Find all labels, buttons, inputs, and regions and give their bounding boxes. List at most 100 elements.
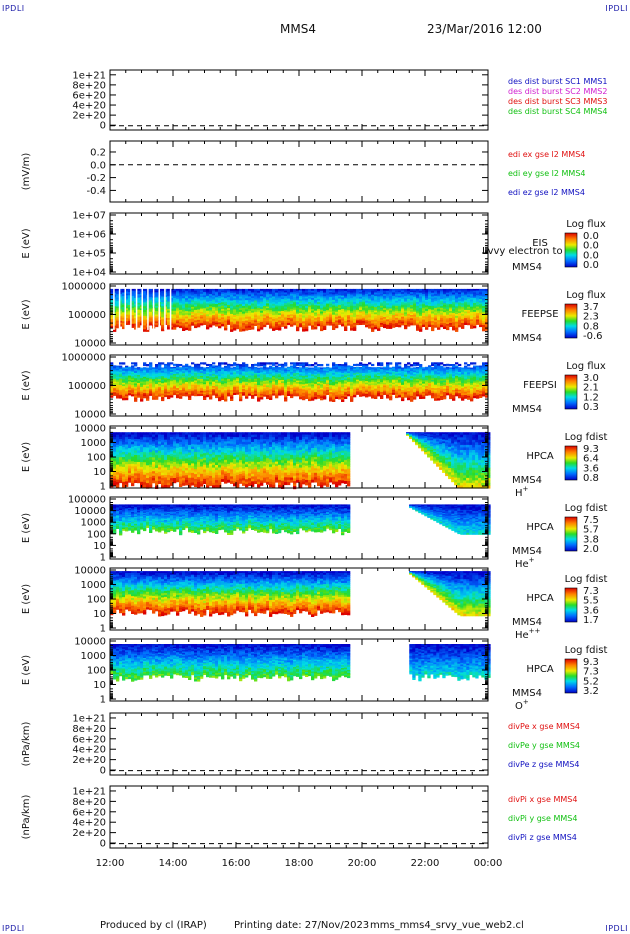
craft-label: MMS4: [512, 617, 542, 628]
y-tick-label: 6e+20: [72, 807, 106, 818]
y-tick-label: 1e+21: [72, 786, 106, 797]
panel-frame-0: [109, 69, 489, 131]
craft-label: MMS4: [512, 333, 542, 344]
colorbar-tick: 2.3: [583, 312, 599, 323]
colorbar-tick: 0.8: [583, 473, 599, 484]
colorbar: [564, 232, 578, 268]
corner-label-top-right: IPDLI: [605, 4, 628, 13]
y-tick-label: 10: [93, 609, 106, 620]
colorbar-tick: 5.5: [583, 596, 599, 607]
colorbar-tick: 3.8: [583, 534, 599, 545]
colorbar: [564, 303, 578, 339]
colorbar: [564, 587, 578, 623]
colorbar-title: Log flux: [566, 290, 606, 301]
y-tick-label: 10: [93, 680, 106, 691]
y-tick-label: -0.4: [86, 186, 106, 197]
species-label: O+: [515, 698, 529, 712]
y-tick-label: 1e+21: [72, 70, 106, 81]
colorbar-tick: 0.0: [583, 241, 599, 252]
y-tick-label: 4e+20: [72, 818, 106, 829]
y-tick-label: 10000: [74, 424, 106, 435]
x-tick-label: 12:00: [96, 858, 125, 869]
y-tick-label: 100: [87, 453, 106, 464]
colorbar-tick: 2.0: [583, 544, 599, 555]
y-tick-label: 100: [87, 529, 106, 540]
panel-frame-1: [109, 140, 489, 203]
mission-title: MMS4: [280, 22, 316, 36]
x-tick-label: 22:00: [411, 858, 440, 869]
footer-printing-date: Printing date: 27/Nov/2023: [234, 920, 370, 931]
legend-entry: des dist burst SC2 MMS2: [508, 87, 607, 96]
y-tick-label: 1000000: [61, 282, 106, 293]
panel-frame-2: [109, 212, 489, 275]
instrument-label: FEEPSE: [521, 309, 558, 320]
craft-label: MMS4: [512, 546, 542, 557]
y-axis-label: (nPa/km): [21, 722, 32, 767]
colorbar-tick: 3.2: [583, 686, 599, 697]
y-tick-label: 2e+20: [72, 111, 106, 122]
y-tick-label: 4e+20: [72, 101, 106, 112]
y-tick-label: 0: [100, 839, 106, 850]
legend-entry: divPe z gse MMS4: [508, 760, 579, 769]
y-tick-label: 100000: [68, 310, 106, 321]
panel-frame-10: [109, 785, 489, 849]
y-tick-label: 100000: [68, 495, 106, 506]
colorbar-title: Log flux: [566, 361, 606, 372]
colorbar-tick: 2.1: [583, 383, 599, 394]
colorbar-title: Log fdist: [565, 432, 608, 443]
colorbar-title: Log fdist: [565, 503, 608, 514]
y-tick-label: 2e+20: [72, 755, 106, 766]
y-axis-label: E (eV): [21, 370, 32, 400]
y-tick-label: 10: [93, 467, 106, 478]
y-tick-label: 1e+21: [72, 713, 106, 724]
craft-label: MMS4: [512, 404, 542, 415]
colorbar-tick: 3.7: [583, 302, 599, 313]
legend-entry: des dist burst SC4 MMS4: [508, 107, 607, 116]
y-tick-label: 0: [100, 766, 106, 777]
legend-entry: divPe x gse MMS4: [508, 722, 580, 731]
y-axis-label: E (eV): [21, 513, 32, 543]
colorbar-title: Log fdist: [565, 645, 608, 656]
colorbar-tick: 0.0: [583, 250, 599, 261]
colorbar-tick: 9.3: [583, 444, 599, 455]
y-axis-label: E (eV): [21, 584, 32, 614]
y-tick-label: 10000: [74, 410, 106, 421]
footer-script-name: mms_mms4_srvy_vue_web2.cl: [370, 920, 524, 931]
legend-entry: divPe y gse MMS4: [508, 741, 580, 750]
y-tick-label: 1: [100, 482, 106, 493]
colorbar-title: Log flux: [566, 219, 606, 230]
colorbar-tick: 0.0: [583, 260, 599, 271]
colorbar-tick: 6.4: [583, 454, 599, 465]
instrument-label: EIS: [532, 238, 548, 249]
legend-entry: divPi y gse MMS4: [508, 814, 577, 823]
legend-entry: divPi z gse MMS4: [508, 833, 577, 842]
legend-entry: divPi x gse MMS4: [508, 795, 577, 804]
y-axis-label: E (eV): [21, 228, 32, 258]
x-tick-label: 16:00: [222, 858, 251, 869]
colorbar-title: Log fdist: [565, 574, 608, 585]
legend-entry: edi ex gse l2 MMS4: [508, 150, 585, 159]
y-tick-label: 100000: [68, 381, 106, 392]
x-tick-label: 00:00: [474, 858, 503, 869]
colorbar: [564, 374, 578, 410]
colorbar-tick: 7.3: [583, 667, 599, 678]
y-tick-label: -0.2: [86, 173, 106, 184]
craft-label: MMS4: [512, 475, 542, 486]
y-tick-label: 1000: [81, 580, 106, 591]
y-tick-label: 1000: [81, 438, 106, 449]
y-tick-label: 10000: [74, 506, 106, 517]
instrument-label: HPCA: [526, 664, 554, 675]
colorbar-tick: 5.7: [583, 525, 599, 536]
y-tick-label: 6e+20: [72, 734, 106, 745]
y-tick-label: 1000000: [61, 353, 106, 364]
y-tick-label: 8e+20: [72, 724, 106, 735]
y-tick-label: 10000: [74, 566, 106, 577]
y-axis-label: (nPa/km): [21, 795, 32, 840]
corner-label-bottom-left: IPDLI: [2, 924, 25, 933]
colorbar-tick: -0.6: [583, 331, 603, 342]
y-axis-label: E (eV): [21, 299, 32, 329]
colorbar-tick: 3.6: [583, 605, 599, 616]
colorbar-tick: 1.2: [583, 392, 599, 403]
overlay-label: Lvvy electron to: [482, 246, 563, 257]
